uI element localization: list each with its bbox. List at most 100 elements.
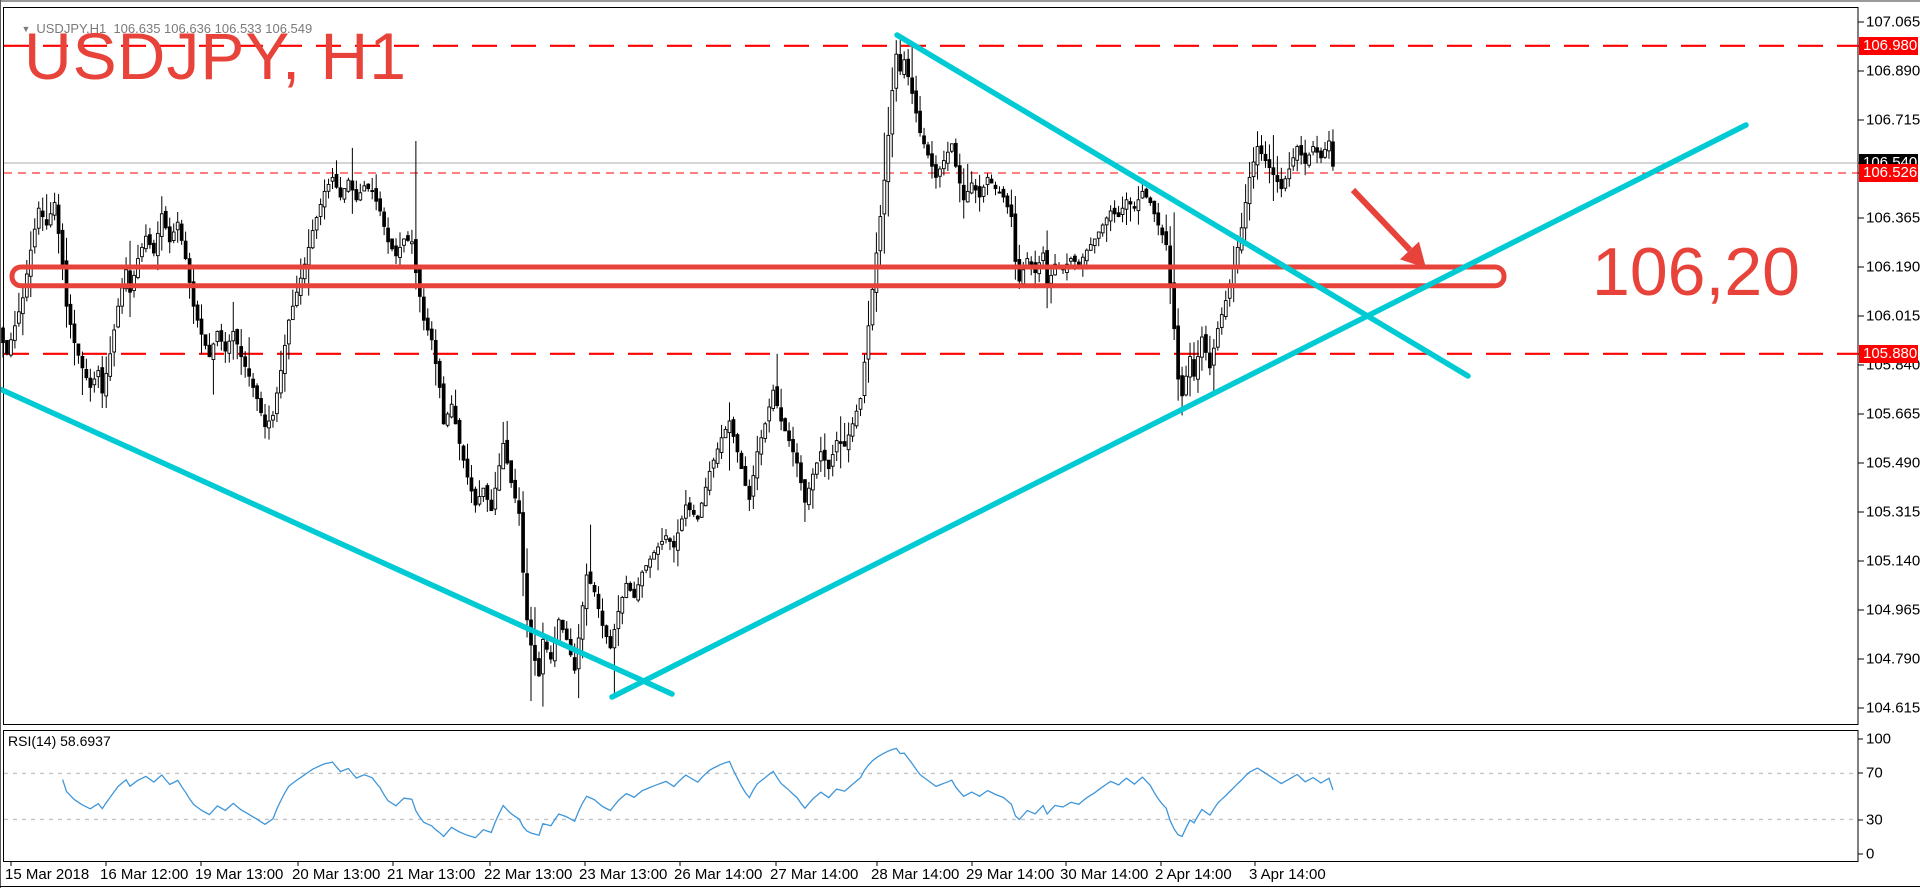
candle-down bbox=[1208, 352, 1212, 369]
candle-down bbox=[1152, 200, 1157, 215]
price-level-annotation: 106,20 bbox=[1592, 234, 1800, 310]
candle-down bbox=[187, 258, 192, 283]
trend-line-mid-ascending[interactable] bbox=[609, 122, 1749, 700]
candle-down bbox=[608, 636, 613, 649]
candle-down bbox=[1156, 212, 1161, 226]
candle-down bbox=[1319, 150, 1323, 159]
candle-down bbox=[1001, 188, 1006, 198]
candle-up bbox=[616, 610, 621, 630]
candle-up bbox=[13, 325, 17, 341]
candle-down bbox=[1073, 255, 1077, 262]
candle-down bbox=[255, 385, 259, 400]
candle-down bbox=[251, 378, 255, 388]
candle-up bbox=[481, 487, 486, 497]
candle-up bbox=[620, 596, 625, 614]
trend-line-right-descending[interactable] bbox=[894, 32, 1471, 379]
candle-up bbox=[1069, 258, 1073, 262]
candle-up bbox=[175, 221, 180, 231]
candle-up bbox=[1219, 314, 1224, 328]
candle-down bbox=[691, 509, 696, 515]
candle-down bbox=[1275, 175, 1280, 183]
candle-down bbox=[334, 174, 339, 188]
candle-up bbox=[32, 228, 37, 248]
candle-up bbox=[477, 496, 482, 505]
annotation-arrow-shaft[interactable] bbox=[1350, 187, 1413, 253]
time-tick-label: 19 Mar 13:00 bbox=[195, 866, 284, 883]
candle-up bbox=[664, 535, 668, 540]
candle-up bbox=[112, 329, 117, 353]
candle-up bbox=[290, 305, 295, 321]
candle-down bbox=[977, 186, 982, 198]
candle-up bbox=[493, 487, 498, 510]
candle-down bbox=[76, 343, 81, 356]
candle-down bbox=[600, 610, 605, 626]
candle-up bbox=[711, 459, 716, 469]
candle-down bbox=[838, 441, 843, 444]
candle-up bbox=[703, 486, 708, 507]
candle-up bbox=[294, 291, 299, 307]
candle-down bbox=[167, 226, 172, 243]
candle-down bbox=[803, 479, 807, 503]
candle-down bbox=[5, 340, 9, 355]
candle-down bbox=[628, 582, 633, 591]
candle-down bbox=[429, 328, 434, 341]
candle-down bbox=[1176, 325, 1180, 380]
candle-down bbox=[247, 368, 251, 377]
candle-down bbox=[191, 281, 196, 307]
candle-up bbox=[902, 59, 907, 75]
candle-up bbox=[402, 238, 406, 246]
candle-up bbox=[640, 571, 645, 587]
candle-up bbox=[1200, 336, 1204, 358]
candle-down bbox=[922, 135, 926, 145]
candle-up bbox=[942, 160, 946, 170]
candle-up bbox=[104, 372, 109, 397]
candle-down bbox=[1017, 259, 1022, 282]
candle-down bbox=[421, 296, 426, 321]
candle-down bbox=[199, 318, 204, 335]
candle-down bbox=[1303, 152, 1308, 164]
candle-up bbox=[96, 370, 101, 378]
candle-up bbox=[1049, 274, 1053, 284]
candle-up bbox=[1124, 199, 1129, 210]
candle-up bbox=[1235, 246, 1240, 267]
candle-up bbox=[1120, 207, 1125, 216]
candle-down bbox=[779, 407, 783, 422]
candle-down bbox=[822, 449, 827, 461]
candle-up bbox=[874, 252, 879, 293]
candle-down bbox=[56, 204, 61, 234]
candle-up bbox=[171, 231, 176, 241]
candle-down bbox=[1267, 159, 1272, 169]
candle-up bbox=[314, 217, 319, 231]
candle-down bbox=[799, 462, 803, 484]
candle-up bbox=[1184, 375, 1188, 396]
candle-up bbox=[815, 462, 819, 475]
candle-down bbox=[743, 465, 748, 486]
price-badge-105.880: 105.880 bbox=[1859, 345, 1918, 363]
candle-down bbox=[934, 164, 938, 178]
candle-up bbox=[767, 406, 772, 422]
candle-down bbox=[509, 460, 514, 484]
candle-up bbox=[719, 437, 724, 453]
candle-down bbox=[207, 344, 212, 358]
candle-up bbox=[286, 319, 291, 345]
rsi-tick-label: 30 bbox=[1866, 811, 1883, 829]
candle-down bbox=[1315, 147, 1319, 153]
time-tick-label: 26 Mar 14:00 bbox=[674, 866, 763, 883]
candle-down bbox=[1271, 167, 1276, 176]
candle-up bbox=[1327, 140, 1331, 152]
time-tick-label: 15 Mar 2018 bbox=[5, 866, 90, 883]
candle-down bbox=[485, 485, 490, 500]
candle-up bbox=[771, 389, 776, 409]
candle-up bbox=[846, 434, 851, 451]
trend-line-left-descending[interactable] bbox=[0, 386, 675, 697]
candle-up bbox=[1295, 146, 1300, 161]
support-zone-rectangle[interactable] bbox=[9, 264, 1507, 289]
candle-up bbox=[108, 353, 113, 377]
candle-up bbox=[882, 179, 887, 215]
candle-up bbox=[683, 504, 688, 519]
candle-down bbox=[473, 488, 478, 506]
candle-down bbox=[513, 479, 517, 499]
candle-down bbox=[1331, 141, 1335, 167]
candle-down bbox=[842, 441, 847, 447]
